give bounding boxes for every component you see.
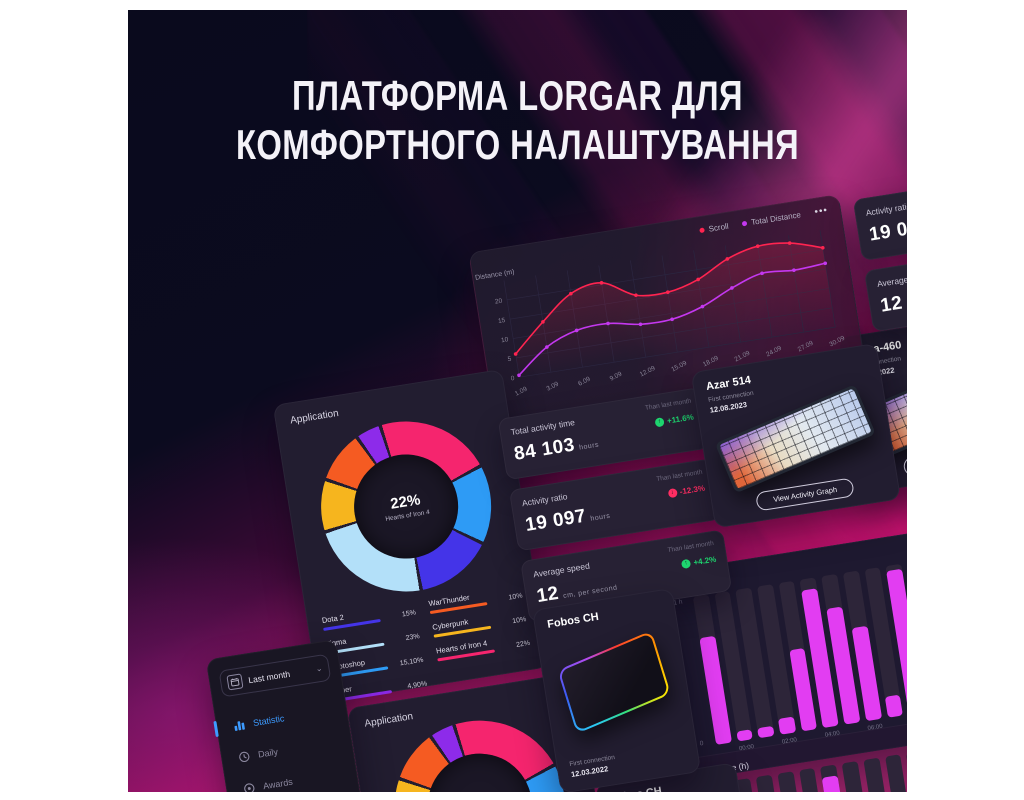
svg-text:20: 20 xyxy=(494,298,503,306)
more-options-icon[interactable]: ••• xyxy=(813,204,829,218)
compare-label: Than last month xyxy=(655,468,703,483)
svg-text:5: 5 xyxy=(507,356,512,364)
scroll-series-dot xyxy=(699,227,706,234)
compare-label: Than last month xyxy=(644,397,692,412)
svg-text:10: 10 xyxy=(501,336,510,344)
sidebar: Last month ⌄ Statistic xyxy=(205,639,373,792)
legend-item: Hearts of Iron 4 22% xyxy=(435,632,531,662)
trend-up-icon: ↑ xyxy=(680,558,692,569)
svg-text:1.09: 1.09 xyxy=(514,386,529,398)
sidebar-item-awards[interactable]: Awards xyxy=(235,757,349,792)
distance-series-dot xyxy=(741,220,748,227)
artwork-background: ПЛАТФОРМА LORGAR ДЛЯ КОМФОРТНОГО НАЛАШТУ… xyxy=(128,10,907,792)
active-indicator xyxy=(213,720,219,738)
dashboard-collage: Scroll Total Distance ••• 1.09 3.09 6.09 9.… xyxy=(128,10,907,792)
svg-text:9.09: 9.09 xyxy=(609,370,624,382)
device-card-fobos: Fobos CH First connection 12.03.2022 xyxy=(531,587,702,792)
svg-text:0: 0 xyxy=(510,375,515,383)
compare-label: Than last month xyxy=(667,539,715,555)
svg-text:15.09: 15.09 xyxy=(670,360,688,374)
svg-text:3.09: 3.09 xyxy=(545,381,560,393)
svg-text:6.09: 6.09 xyxy=(577,375,592,387)
svg-text:30.09: 30.09 xyxy=(828,335,846,349)
bar xyxy=(906,750,907,792)
period-dropdown[interactable]: Last month ⌄ xyxy=(218,653,332,698)
svg-text:12.09: 12.09 xyxy=(639,365,657,379)
view-activity-graph-button[interactable]: View Activity Graph xyxy=(755,477,856,512)
hero-title: ПЛАТФОРМА LORGAR ДЛЯ КОМФОРТНОГО НАЛАШТУ… xyxy=(214,72,822,169)
svg-text:27.09: 27.09 xyxy=(797,340,815,354)
trend-down-icon: ↓ xyxy=(667,487,678,498)
trend-up-icon: ↑ xyxy=(654,416,665,427)
bar xyxy=(884,754,907,792)
svg-text:24.09: 24.09 xyxy=(765,345,783,359)
award-icon xyxy=(242,782,256,792)
chevron-down-icon: ⌄ xyxy=(315,663,324,674)
hero-title-line1: ПЛАТФОРМА LORGAR ДЛЯ xyxy=(292,72,743,119)
calendar-icon xyxy=(226,673,244,691)
sidebar-nav: Statistic Daily Awards xyxy=(213,694,354,792)
svg-text:18.09: 18.09 xyxy=(702,355,720,369)
stats-column: Total activity time 84 103 hours Than las… xyxy=(497,387,733,623)
mousepad-image xyxy=(557,630,671,734)
device-card-azar: Azar 514 First connection 12.08.2023 Vie… xyxy=(690,342,902,529)
sidebar-item-statistic[interactable]: Statistic xyxy=(213,694,339,743)
svg-text:21.09: 21.09 xyxy=(734,350,752,364)
svg-text:Distance (m): Distance (m) xyxy=(475,269,515,282)
sidebar-item-daily[interactable]: Daily xyxy=(230,726,344,775)
statistic-icon xyxy=(232,718,246,732)
hero-title-line2: КОМФОРТНОГО НАЛАШТУВАННЯ xyxy=(235,120,800,168)
svg-text:15: 15 xyxy=(498,317,507,325)
clock-icon xyxy=(237,750,251,764)
application-donut-chart: 22% Hearts of Iron 4 xyxy=(308,409,504,604)
